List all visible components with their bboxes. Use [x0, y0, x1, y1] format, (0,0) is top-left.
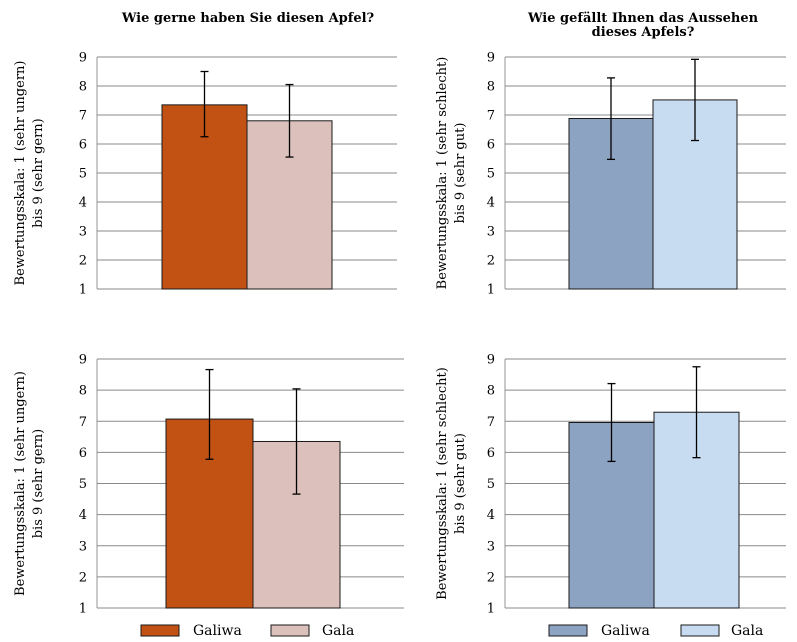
y-axis-label-line: bis 9 (sehr gut): [453, 433, 468, 534]
y-tick-label: 6: [487, 446, 495, 461]
legend-bottom-right: Galiwa Gala: [548, 623, 763, 639]
y-tick-label: 8: [487, 80, 495, 95]
y-axis-label-line: Bewertungsskala: 1 (sehr schlecht): [435, 367, 450, 600]
y-tick-label: 3: [79, 539, 87, 554]
chart-panel-2: 1 2 3 4 5 6 7 8 9 Wie gefällt Ihnen das Aussehen d…: [435, 11, 786, 298]
y-tick-label: 9: [79, 353, 87, 368]
chart-panel-4: 1 2 3 4 5 6 7 8 9 Bewertungsskala: 1 (sehr schlec…: [435, 353, 786, 617]
error-bar-galiwa: [607, 382, 616, 463]
y-tick-label: 9: [487, 353, 495, 368]
y-axis-label-line: bis 9 (sehr gern): [31, 118, 46, 228]
y-axis-label: Bewertungsskala: 1 (sehr ungern) bis 9 (s…: [13, 61, 46, 286]
y-tick-label: 7: [79, 109, 87, 124]
y-tick-label: 9: [79, 51, 87, 66]
y-tick-label: 6: [79, 446, 87, 461]
y-axis-label: Bewertungsskala: 1 (sehr ungern) bis 9 (s…: [13, 371, 46, 596]
y-tick-label: 8: [487, 384, 495, 399]
y-tick-label: 7: [79, 415, 87, 430]
legend-label-galiwa: Galiwa: [601, 623, 650, 639]
y-tick-label: 6: [487, 138, 495, 153]
y-tick-label: 2: [79, 570, 87, 585]
legend-label-galiwa: Galiwa: [193, 623, 242, 639]
legend-label-gala: Gala: [322, 623, 354, 639]
y-axis-label-line: bis 9 (sehr gern): [31, 429, 46, 539]
y-tick-label: 5: [79, 477, 87, 492]
error-bar-galiwa: [607, 77, 615, 161]
y-tick-label: 1: [79, 283, 87, 298]
y-tick-label: 6: [79, 138, 87, 153]
y-axis-label: Bewertungsskala: 1 (sehr schlecht) bis 9 …: [435, 57, 468, 290]
error-bar-gala: [292, 388, 301, 495]
y-axis-label-line: Bewertungsskala: 1 (sehr ungern): [13, 61, 28, 286]
y-tick-label: 5: [487, 477, 495, 492]
y-tick-label: 4: [79, 508, 87, 523]
legend-swatch-gala: [270, 624, 310, 637]
y-tick-label: 9: [487, 51, 495, 66]
y-tick-label: 1: [79, 602, 87, 617]
legend-label-gala: Gala: [731, 623, 763, 639]
error-bar-galiwa: [200, 70, 209, 138]
y-tick-label: 8: [79, 384, 87, 399]
legend-bottom-left: Galiwa Gala: [140, 623, 354, 639]
y-axis-label-line: Bewertungsskala: 1 (sehr ungern): [13, 371, 28, 596]
y-axis-label-line: Bewertungsskala: 1 (sehr schlecht): [435, 57, 450, 290]
y-axis-label: Bewertungsskala: 1 (sehr schlecht) bis 9 …: [435, 367, 468, 600]
chart-panel-1: 1 2 3 4 5 6 7 8 9 Wie gerne haben Sie diesen Apfe…: [13, 11, 397, 298]
y-tick-label: 5: [79, 167, 87, 182]
y-tick-label: 4: [487, 196, 495, 211]
y-tick-label: 1: [487, 602, 495, 617]
chart-panel-3: 1 2 3 4 5 6 7 8 9 Bewertungsskala: 1 (sehr ungern…: [13, 353, 404, 617]
legend-swatch-gala: [680, 624, 720, 637]
y-tick-label: 5: [487, 167, 495, 182]
y-tick-label: 4: [79, 196, 87, 211]
y-tick-label: 2: [487, 570, 495, 585]
error-bar-gala: [691, 58, 699, 142]
y-tick-label: 7: [487, 415, 495, 430]
y-tick-label: 2: [79, 254, 87, 269]
chart-title: Wie gefällt Ihnen das Aussehen dieses Apf…: [527, 11, 759, 40]
error-bar-galiwa: [205, 368, 214, 460]
y-tick-label: 1: [487, 283, 495, 298]
legend-swatch-galiwa: [548, 624, 588, 637]
y-axis-label-line: bis 9 (sehr gut): [453, 123, 468, 224]
legend-swatch-galiwa: [140, 624, 180, 637]
error-bar-gala: [692, 366, 701, 459]
y-tick-label: 3: [79, 225, 87, 240]
error-bar-gala: [285, 83, 294, 158]
y-tick-label: 7: [487, 109, 495, 124]
y-tick-label: 4: [487, 508, 495, 523]
chart-title: Wie gerne haben Sie diesen Apfel?: [121, 11, 375, 26]
y-tick-label: 8: [79, 80, 87, 95]
y-tick-label: 2: [487, 254, 495, 269]
y-tick-label: 3: [487, 225, 495, 240]
y-tick-label: 3: [487, 539, 495, 554]
